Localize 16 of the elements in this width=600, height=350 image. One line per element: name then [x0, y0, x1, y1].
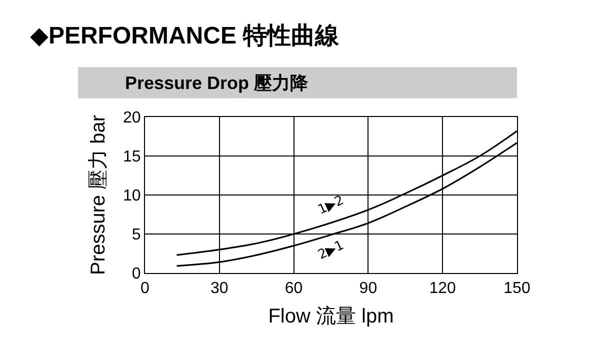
chart-subtitle: Pressure Drop 壓力降 [125, 73, 310, 93]
x-tick-label: 30 [210, 280, 228, 298]
x-tick-label: 60 [284, 280, 303, 298]
text: 2▶1 [316, 238, 346, 263]
y-tick-label: 0 [132, 266, 141, 283]
y-tick-label: 5 [132, 226, 141, 244]
y-tick-label: 20 [123, 110, 141, 127]
chart-title: ◆PERFORMANCE 特性曲線 [30, 22, 340, 50]
x-tick-label: 90 [359, 280, 378, 298]
x-axis-title: Flow 流量 lpm [268, 306, 394, 328]
y-tick-label: 10 [123, 188, 141, 205]
y-tick-label: 15 [123, 148, 141, 166]
text: 1▶2 [316, 193, 346, 218]
x-tick-label: 150 [504, 280, 530, 298]
x-tick-label: 120 [429, 280, 456, 298]
y-axis-title: Pressure 壓力 bar [88, 114, 110, 276]
